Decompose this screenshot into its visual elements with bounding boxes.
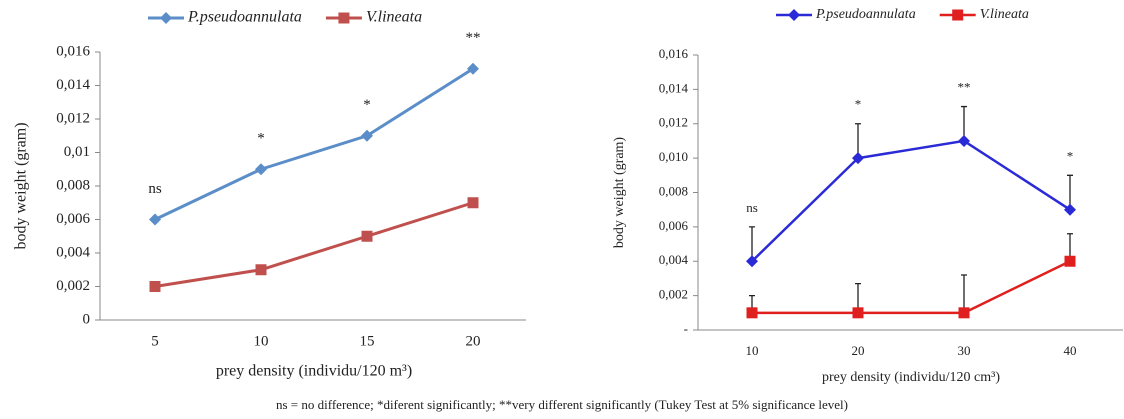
- error-bar: [961, 274, 967, 313]
- x-tick-label: 15: [360, 333, 375, 349]
- legend-marker: [338, 12, 350, 24]
- x-tick-label: 40: [1064, 343, 1077, 358]
- significance-label: *: [1067, 148, 1074, 163]
- y-tick-label: 0,01: [64, 144, 90, 160]
- x-tick-label: 20: [852, 343, 865, 358]
- y-tick-label: 0,002: [56, 278, 90, 294]
- series-line: [154, 201, 474, 288]
- point: [958, 307, 970, 319]
- y-tick-label: 0,012: [659, 115, 688, 130]
- point: [746, 307, 758, 319]
- legend-label: P.pseudoannulata: [815, 7, 916, 22]
- series-line: [154, 67, 474, 221]
- y-tick-label: 0,004: [56, 244, 90, 260]
- x-tick-label: 30: [958, 343, 971, 358]
- point: [746, 255, 758, 268]
- significance-label: **: [958, 80, 971, 95]
- significance-label: ns: [746, 200, 758, 215]
- x-tick-label: 10: [254, 333, 269, 349]
- point: [852, 152, 864, 165]
- y-axis-label: body weight (gram): [13, 122, 30, 249]
- point: [1064, 255, 1076, 267]
- point: [149, 281, 161, 292]
- legend-marker: [160, 12, 172, 24]
- y-tick-label: 0,006: [56, 211, 90, 227]
- legend-marker: [788, 9, 800, 21]
- significance-label: **: [466, 30, 481, 46]
- legend-label: P.pseudoannulata: [187, 9, 302, 26]
- y-tick-label: 0,014: [56, 77, 90, 93]
- y-tick-label: 0,010: [659, 149, 688, 164]
- point: [467, 197, 479, 209]
- legend-label: V.lineata: [366, 9, 422, 26]
- legend-marker: [952, 9, 964, 21]
- y-tick-label: 0,002: [659, 287, 688, 302]
- y-tick-label: 0: [83, 311, 91, 327]
- point: [361, 129, 373, 142]
- point: [361, 230, 373, 242]
- point: [149, 213, 161, 226]
- point: [255, 264, 267, 276]
- y-tick-label: 0,004: [659, 252, 689, 267]
- point: [467, 62, 479, 75]
- x-tick-label: 10: [746, 343, 759, 358]
- x-tick-label: 5: [151, 333, 159, 349]
- point: [852, 307, 864, 319]
- point: [958, 134, 970, 147]
- y-tick-label: 0,016: [56, 43, 90, 59]
- y-tick-label: 0,008: [659, 183, 688, 198]
- significance-label: *: [257, 131, 265, 147]
- point: [255, 163, 267, 176]
- y-tick-label: 0,016: [659, 46, 689, 61]
- significance-label: *: [855, 97, 862, 112]
- y-tick-label: -: [684, 321, 688, 336]
- series-line: [752, 260, 1071, 315]
- caption: ns = no difference; *diferent significan…: [276, 397, 848, 412]
- x-tick-label: 20: [466, 333, 481, 349]
- y-tick-label: 0,014: [659, 80, 689, 95]
- x-axis-label: prey density (individu/120 cm³): [822, 370, 1000, 385]
- significance-label: *: [363, 97, 371, 113]
- series-line: [751, 139, 1071, 263]
- panel: - 0,002 0,004 0,006 0,008 0,010 0,012 0,014 0,01…: [612, 7, 1123, 385]
- panel: 0 0,002 0,004 0,006 0,008 0,01 0,012 0,014 0,016…: [13, 9, 526, 380]
- legend-label: V.lineata: [980, 7, 1029, 22]
- y-tick-label: 0,008: [56, 177, 90, 193]
- point: [1064, 203, 1076, 216]
- y-tick-label: 0,012: [56, 110, 90, 126]
- x-axis-label: prey density (individu/120 m³): [216, 363, 412, 380]
- significance-label: ns: [148, 181, 162, 197]
- y-axis-label: body weight (gram): [612, 137, 627, 249]
- y-tick-label: 0,006: [659, 218, 689, 233]
